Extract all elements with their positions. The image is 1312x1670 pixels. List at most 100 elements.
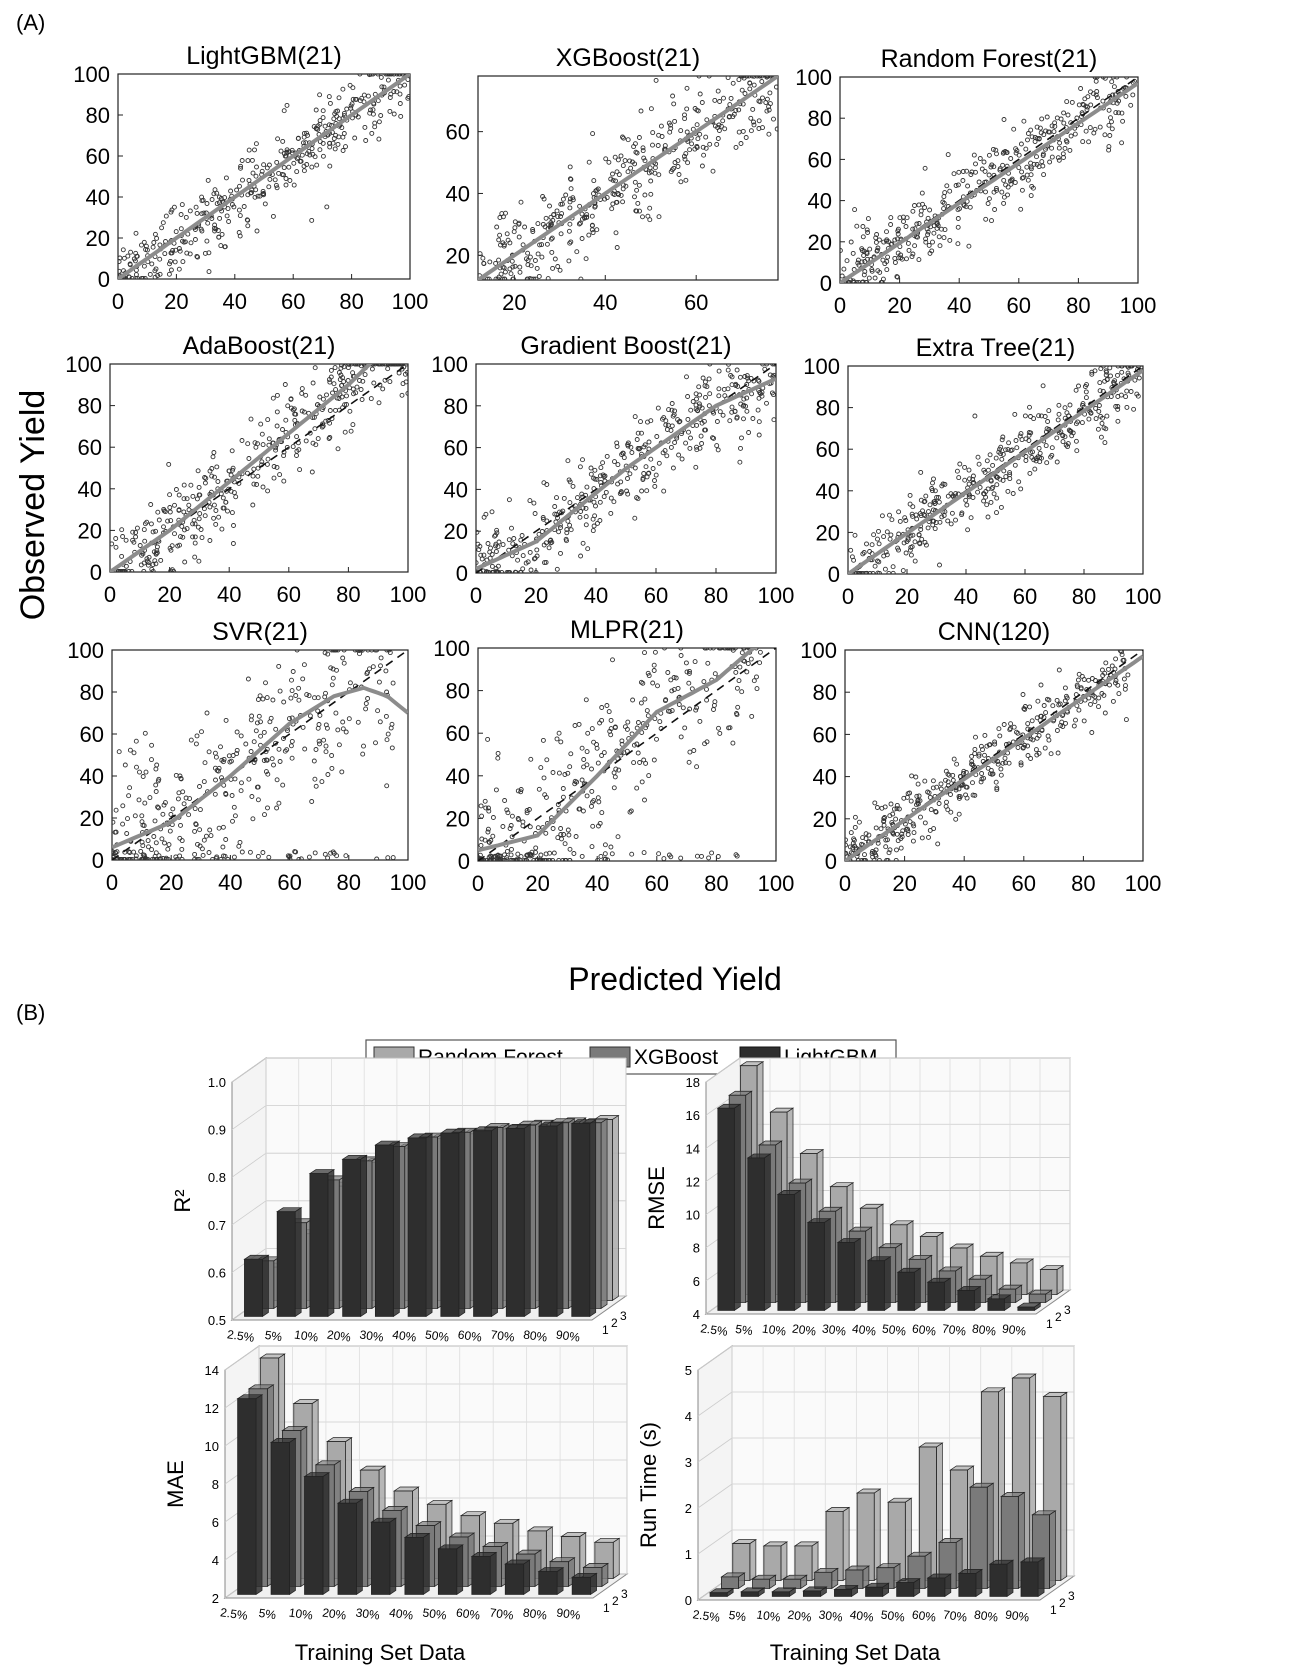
data-point — [739, 689, 745, 695]
data-point — [737, 664, 743, 670]
data-point — [736, 77, 742, 83]
data-point — [389, 74, 394, 77]
y-tick-label: 18 — [686, 1075, 700, 1090]
panel-b-label: (B) — [16, 1000, 45, 1025]
y-tick-label: 4 — [212, 1553, 219, 1568]
data-point — [1025, 131, 1031, 136]
data-point — [154, 548, 160, 554]
data-point — [1114, 77, 1120, 80]
data-point — [205, 220, 211, 226]
data-point — [172, 531, 177, 537]
data-point — [709, 850, 715, 856]
data-point — [498, 271, 504, 277]
data-point — [534, 547, 540, 553]
data-point — [391, 111, 397, 117]
data-point — [610, 191, 616, 197]
data-point — [151, 834, 157, 839]
data-point — [179, 523, 185, 529]
data-point — [207, 538, 213, 543]
data-point — [925, 229, 931, 235]
data-point — [580, 808, 586, 814]
data-point — [1037, 450, 1043, 456]
data-point — [153, 766, 159, 772]
data-point — [509, 258, 515, 264]
data-point — [509, 525, 514, 531]
data-point — [717, 99, 723, 104]
identity-line — [478, 648, 776, 861]
data-point — [387, 650, 393, 656]
data-point — [715, 447, 721, 453]
data-point — [518, 569, 524, 573]
data-point — [538, 857, 544, 861]
data-point — [264, 695, 270, 701]
x-tick-label: 80 — [336, 582, 360, 607]
data-point — [538, 765, 544, 771]
data-point — [670, 93, 676, 99]
data-point — [301, 409, 307, 415]
data-point — [479, 813, 485, 819]
bar-lightgbm — [269, 1437, 297, 1596]
data-point — [771, 116, 776, 122]
data-point — [850, 845, 856, 851]
data-point — [618, 490, 624, 496]
data-point — [120, 821, 126, 827]
data-point — [190, 521, 196, 527]
data-point — [570, 483, 576, 489]
data-point — [1016, 479, 1022, 485]
data-point — [947, 188, 953, 194]
data-point — [927, 250, 933, 256]
data-point — [897, 518, 903, 524]
data-point — [706, 403, 712, 409]
data-point — [1076, 102, 1082, 108]
data-point — [387, 95, 393, 100]
data-point — [860, 570, 866, 574]
data-point — [674, 435, 680, 441]
data-point — [721, 648, 727, 651]
data-point — [339, 769, 345, 775]
data-point — [668, 677, 674, 683]
data-point — [385, 855, 391, 860]
category-label: 80% — [971, 1321, 997, 1338]
x-tick-label: 0 — [112, 289, 124, 314]
data-point — [193, 741, 199, 747]
data-point — [884, 229, 889, 235]
data-point — [1057, 140, 1063, 146]
y-tick-label: 80 — [816, 396, 840, 421]
data-point — [289, 738, 295, 744]
data-point — [312, 154, 318, 160]
data-point — [904, 539, 910, 544]
data-point — [534, 265, 540, 271]
data-point — [645, 471, 651, 476]
data-point — [1078, 685, 1084, 691]
data-point — [687, 147, 693, 153]
data-point — [916, 221, 922, 226]
data-point — [157, 256, 163, 262]
data-point — [327, 140, 332, 146]
bar-lightgbm — [896, 1267, 922, 1312]
category-label: 2.5% — [226, 1327, 255, 1345]
x-tick-label: 80 — [339, 289, 363, 314]
data-point — [378, 663, 383, 669]
data-point — [269, 756, 275, 762]
data-point — [146, 560, 152, 566]
data-point — [126, 274, 132, 279]
data-point — [391, 74, 397, 77]
data-point — [350, 96, 356, 102]
data-point — [237, 183, 242, 189]
data-point — [671, 687, 677, 693]
data-point — [493, 260, 499, 266]
data-point — [625, 491, 631, 497]
data-point — [1134, 391, 1140, 397]
data-point — [1056, 145, 1062, 151]
data-point — [1062, 405, 1068, 411]
data-point — [1000, 451, 1006, 457]
bar-xgboost — [844, 1565, 871, 1590]
data-point — [284, 149, 290, 155]
data-point — [549, 235, 555, 241]
data-point — [284, 747, 290, 753]
data-point — [313, 107, 319, 113]
data-point — [340, 86, 346, 92]
bar-lightgbm — [571, 1572, 598, 1596]
depth-tick-label: 1 — [1050, 1603, 1057, 1617]
data-point — [373, 740, 378, 746]
